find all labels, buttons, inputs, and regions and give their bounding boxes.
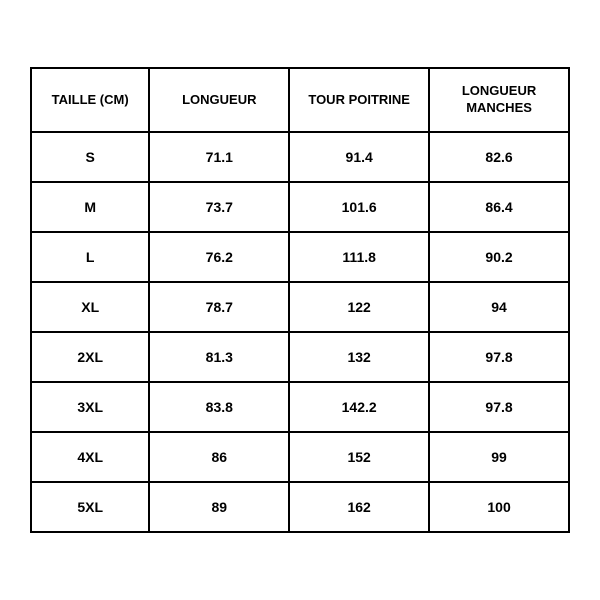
cell-size: 2XL xyxy=(31,332,149,382)
cell-longueur: 71.1 xyxy=(149,132,289,182)
cell-tour-poitrine: 122 xyxy=(289,282,429,332)
cell-longueur: 89 xyxy=(149,482,289,532)
cell-longueur: 76.2 xyxy=(149,232,289,282)
cell-tour-poitrine: 162 xyxy=(289,482,429,532)
table-row: S 71.1 91.4 82.6 xyxy=(31,132,569,182)
header-label: LONGUEUR MANCHES xyxy=(462,83,536,115)
cell-longueur-manches: 82.6 xyxy=(429,132,569,182)
table-row: 5XL 89 162 100 xyxy=(31,482,569,532)
cell-tour-poitrine: 142.2 xyxy=(289,382,429,432)
cell-size: XL xyxy=(31,282,149,332)
table-row: L 76.2 111.8 90.2 xyxy=(31,232,569,282)
table-row: XL 78.7 122 94 xyxy=(31,282,569,332)
size-chart-table: TAILLE (CM) LONGUEUR TOUR POITRINE LONGU… xyxy=(30,67,570,533)
header-label: TOUR POITRINE xyxy=(308,92,410,107)
cell-longueur: 81.3 xyxy=(149,332,289,382)
table-header-row: TAILLE (CM) LONGUEUR TOUR POITRINE LONGU… xyxy=(31,68,569,132)
cell-size: M xyxy=(31,182,149,232)
col-header-taille: TAILLE (CM) xyxy=(31,68,149,132)
cell-longueur-manches: 94 xyxy=(429,282,569,332)
cell-size: 5XL xyxy=(31,482,149,532)
cell-size: 3XL xyxy=(31,382,149,432)
header-label: TAILLE (CM) xyxy=(52,92,129,107)
cell-longueur-manches: 100 xyxy=(429,482,569,532)
cell-longueur-manches: 86.4 xyxy=(429,182,569,232)
cell-tour-poitrine: 111.8 xyxy=(289,232,429,282)
table-row: M 73.7 101.6 86.4 xyxy=(31,182,569,232)
cell-longueur: 83.8 xyxy=(149,382,289,432)
cell-tour-poitrine: 132 xyxy=(289,332,429,382)
cell-tour-poitrine: 152 xyxy=(289,432,429,482)
cell-size: 4XL xyxy=(31,432,149,482)
cell-size: L xyxy=(31,232,149,282)
cell-longueur: 78.7 xyxy=(149,282,289,332)
cell-longueur: 86 xyxy=(149,432,289,482)
cell-tour-poitrine: 91.4 xyxy=(289,132,429,182)
cell-longueur-manches: 90.2 xyxy=(429,232,569,282)
table-body: S 71.1 91.4 82.6 M 73.7 101.6 86.4 L 76.… xyxy=(31,132,569,532)
cell-longueur: 73.7 xyxy=(149,182,289,232)
col-header-tour-poitrine: TOUR POITRINE xyxy=(289,68,429,132)
header-label: LONGUEUR xyxy=(182,92,256,107)
cell-longueur-manches: 97.8 xyxy=(429,332,569,382)
table-row: 3XL 83.8 142.2 97.8 xyxy=(31,382,569,432)
table-row: 2XL 81.3 132 97.8 xyxy=(31,332,569,382)
table-row: 4XL 86 152 99 xyxy=(31,432,569,482)
cell-size: S xyxy=(31,132,149,182)
cell-longueur-manches: 97.8 xyxy=(429,382,569,432)
cell-longueur-manches: 99 xyxy=(429,432,569,482)
cell-tour-poitrine: 101.6 xyxy=(289,182,429,232)
col-header-longueur: LONGUEUR xyxy=(149,68,289,132)
col-header-longueur-manches: LONGUEUR MANCHES xyxy=(429,68,569,132)
